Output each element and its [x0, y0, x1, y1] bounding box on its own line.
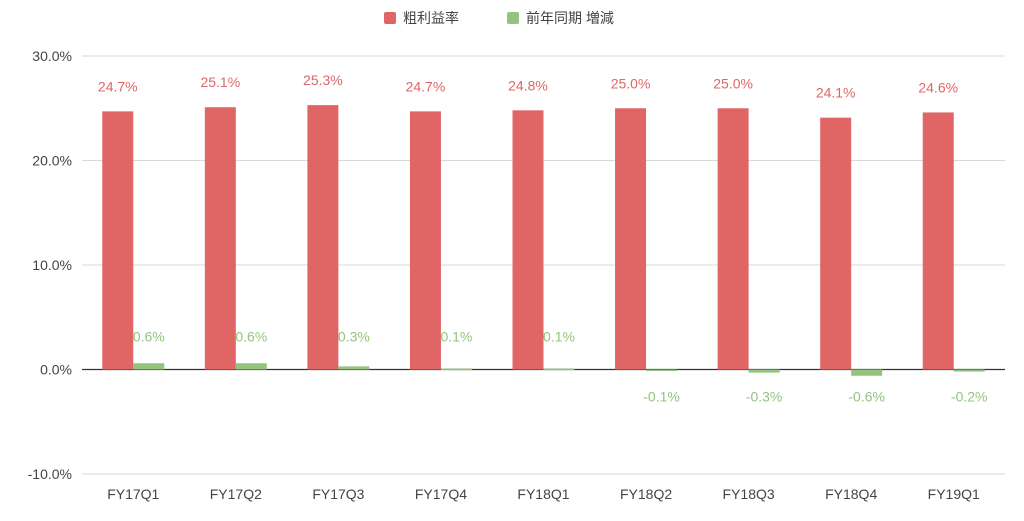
x-tick-label: FY19Q1	[928, 486, 980, 502]
data-label-gross-margin: 24.8%	[508, 77, 548, 93]
y-axis: -10.0% 0.0% 10.0% 20.0% 30.0%	[28, 48, 72, 482]
legend-label: 前年同期 増減	[526, 10, 614, 26]
data-label-gross-margin: 25.0%	[611, 75, 651, 91]
x-tick-label: FY17Q3	[312, 486, 364, 502]
data-label-gross-margin: 24.7%	[406, 78, 446, 94]
bar-gross-margin	[717, 108, 749, 370]
bar-gross-margin	[922, 112, 954, 370]
data-label-yoy-change: 0.6%	[235, 329, 267, 345]
bar-gross-margin	[409, 111, 441, 370]
data-label-gross-margin: 25.3%	[303, 72, 343, 88]
data-label-yoy-change: 0.6%	[133, 329, 165, 345]
data-label-yoy-change: 0.3%	[338, 329, 370, 345]
x-axis: FY17Q1 FY17Q2 FY17Q3 FY17Q4 FY18Q1 FY18Q2 FY18…	[107, 486, 980, 502]
legend-swatch	[384, 12, 396, 24]
y-tick-label: 20.0%	[32, 153, 72, 169]
bar-yoy-change	[235, 363, 267, 370]
bar-gross-margin	[204, 107, 236, 370]
data-label-yoy-change: 0.1%	[440, 329, 472, 345]
x-tick-label: FY18Q3	[723, 486, 775, 502]
legend: 粗利益率 前年同期 増減	[384, 10, 614, 26]
data-label-yoy-change: -0.2%	[951, 389, 988, 405]
x-tick-label: FY18Q1	[517, 486, 569, 502]
bar-gross-margin	[307, 105, 339, 370]
bar-yoy-change	[646, 369, 678, 371]
data-label-yoy-change: -0.3%	[746, 389, 783, 405]
bar-yoy-change	[338, 366, 370, 370]
x-tick-label: FY17Q4	[415, 486, 467, 502]
bar-gross-margin	[512, 110, 544, 370]
data-label-gross-margin: 24.1%	[816, 85, 856, 101]
bar-gross-margin	[102, 111, 134, 370]
bar-yoy-change	[543, 368, 575, 370]
y-tick-label: 30.0%	[32, 48, 72, 64]
y-tick-label: 10.0%	[32, 257, 72, 273]
bar-gross-margin	[820, 117, 852, 370]
x-tick-label: FY17Q1	[107, 486, 159, 502]
x-tick-label: FY18Q4	[825, 486, 877, 502]
data-label-gross-margin: 24.6%	[918, 79, 958, 95]
bar-yoy-change	[953, 369, 985, 372]
bar-yoy-change	[133, 363, 165, 370]
y-tick-label: -10.0%	[28, 466, 72, 482]
y-tick-label: 0.0%	[40, 362, 72, 378]
legend-label: 粗利益率	[403, 10, 459, 26]
data-label-yoy-change: -0.6%	[848, 389, 885, 405]
data-labels: 24.7% 0.6% 25.1% 0.6% 25.3% 0.3% 24.7% 0.1% 24.8…	[98, 72, 988, 404]
bar-yoy-change	[440, 368, 472, 370]
data-label-yoy-change: 0.1%	[543, 329, 575, 345]
bar-yoy-change	[748, 369, 780, 373]
legend-swatch	[507, 12, 519, 24]
x-tick-label: FY17Q2	[210, 486, 262, 502]
data-label-yoy-change: -0.1%	[643, 389, 680, 405]
data-label-gross-margin: 24.7%	[98, 78, 138, 94]
bars	[102, 105, 985, 376]
data-label-gross-margin: 25.0%	[713, 75, 753, 91]
bar-yoy-change	[851, 369, 883, 376]
data-label-gross-margin: 25.1%	[200, 74, 240, 90]
x-tick-label: FY18Q2	[620, 486, 672, 502]
bar-gross-margin	[615, 108, 647, 370]
